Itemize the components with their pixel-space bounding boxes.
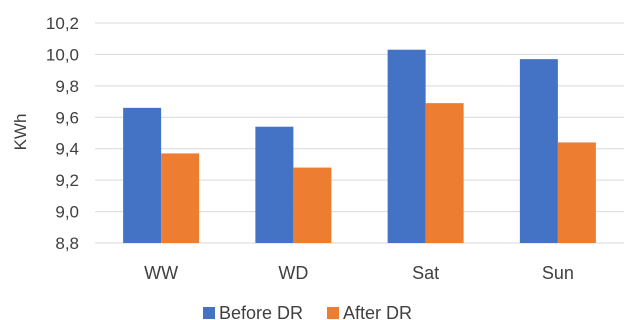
bar-before-dr-wd [255, 126, 294, 243]
y-tick-label: 9,0 [55, 203, 79, 222]
y-axis-ticks: 8,8 9,0 9,2 9,4 9,6 9,8 10,0 10,2 [46, 14, 79, 253]
bars [123, 49, 596, 244]
x-category-label: WW [144, 263, 178, 283]
bar-before-dr-ww [123, 107, 162, 243]
y-axis-title: KWh [11, 114, 30, 151]
legend-label: Before DR [219, 303, 303, 320]
x-category-label: WD [278, 263, 308, 283]
bar-after-dr-ww [161, 153, 200, 243]
y-tick-label: 9,2 [55, 171, 79, 190]
y-tick-label: 9,6 [55, 108, 79, 127]
legend-label: After DR [343, 303, 412, 320]
legend: Before DR After DR [203, 303, 412, 320]
bar-after-dr-sun [557, 142, 596, 243]
y-tick-label: 10,2 [46, 14, 79, 33]
y-tick-label: 9,4 [55, 140, 79, 159]
bar-before-dr-sat [387, 49, 426, 243]
bar-after-dr-wd [293, 167, 332, 243]
bar-after-dr-sat [425, 103, 464, 244]
x-axis-categories: WW WD Sat Sun [144, 263, 574, 283]
legend-swatch [203, 307, 215, 319]
y-tick-label: 9,8 [55, 77, 79, 96]
x-category-label: Sat [412, 263, 439, 283]
y-tick-label: 8,8 [55, 234, 79, 253]
bar-before-dr-sun [519, 59, 558, 244]
x-category-label: Sun [542, 263, 574, 283]
y-tick-label: 10,0 [46, 45, 79, 64]
legend-swatch [327, 307, 339, 319]
